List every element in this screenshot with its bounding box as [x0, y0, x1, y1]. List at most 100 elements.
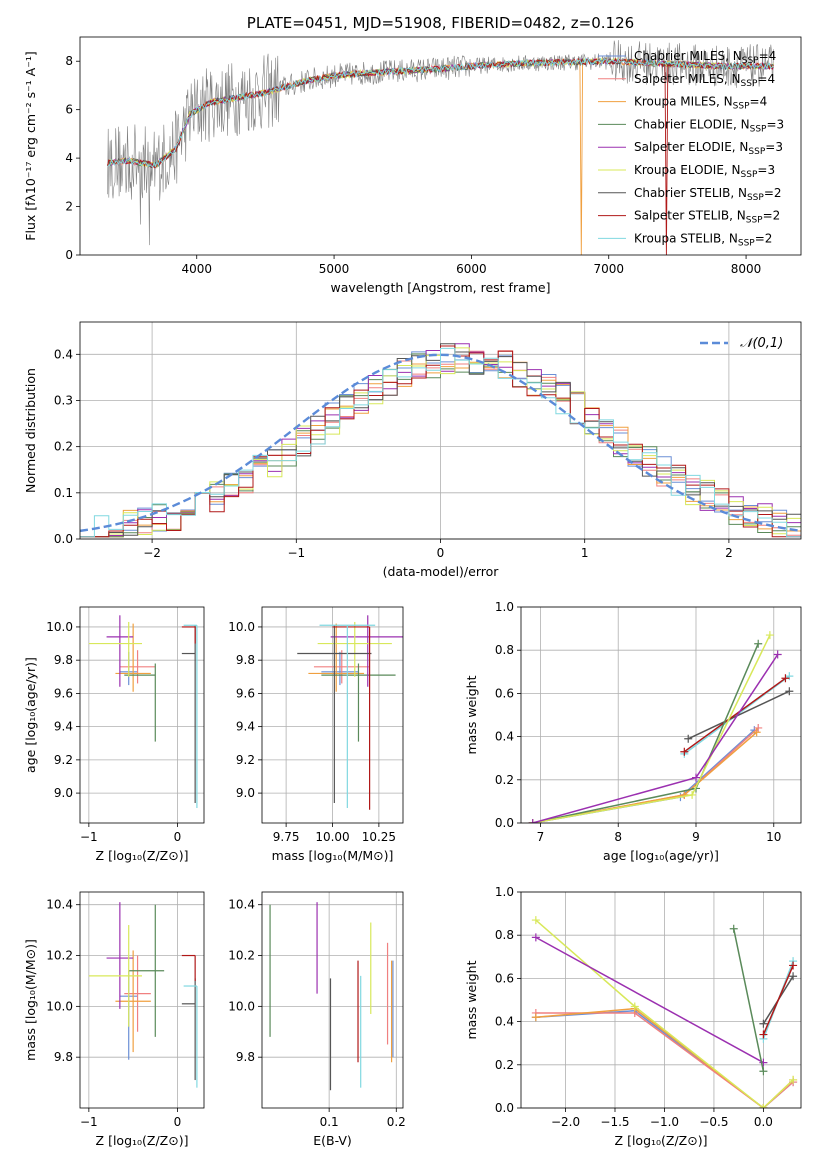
panel-age-vs-Z: −1 0 9.0 9.2 9.4 9.6 9.8 10.0 Z [log₁₀(Z/Z⊙)] age… [23, 606, 205, 863]
weight-marker-chabrier-stelib [789, 972, 798, 981]
panel-mass-vs-ebv: 0.1 0.2 9.8 10.0 10.2 10.4 E(B-V) [228, 891, 406, 1148]
model-spectrum-kroupa-miles [107, 57, 774, 255]
weight-marker-kroupa-miles [680, 790, 689, 799]
legend-entry: 𝒩(0,1) [740, 336, 783, 351]
y-tick-label: 9.6 [236, 686, 255, 700]
x-tick-label: 8 [614, 830, 622, 844]
weight-line-salpeter-stelib [683, 677, 786, 753]
weight-line-chabrier-elodie [732, 928, 765, 1072]
y-tick-label: 0.8 [495, 928, 514, 942]
panel-weight-vs-Z: −2.0 −1.5 −1.0 −0.5 0.0 0.0 0.2 0.4 0.6 0.8 1.0 Z [… [464, 885, 802, 1148]
x-tick-label: −2.0 [551, 1115, 580, 1129]
y-tick-label: 0.2 [495, 773, 514, 787]
y-tick-label: 0.6 [495, 686, 514, 700]
y-tick-label: 10.0 [228, 620, 255, 634]
weight-line-kroupa-miles [532, 731, 758, 823]
weight-marker-salpeter-elodie [531, 933, 540, 942]
y-tick-label: 4 [65, 151, 73, 165]
x-tick-label: 8000 [731, 262, 762, 276]
legend-subscript: SSP [747, 193, 764, 203]
y-tick-label: 0.1 [54, 486, 73, 500]
y-axis-label: mass weight [464, 675, 479, 754]
panel-age-vs-mass: 9.75 10.00 10.25 9.0 9.2 9.4 9.6 9.8 10.0 mass [l… [228, 606, 404, 863]
weight-line-chabrier-miles [532, 729, 755, 823]
model-spectrum-kroupa-stelib [107, 57, 774, 168]
weight-marker-salpeter-stelib [781, 674, 790, 683]
weight-line-salpeter-elodie [535, 936, 764, 1064]
axes-frame [79, 36, 802, 256]
weight-marker-chabrier-elodie [759, 1067, 768, 1076]
weight-marker-kroupa-elodie [759, 1104, 768, 1108]
legend-entry: Chabrier STELIB, NSSP=2 [634, 186, 782, 203]
model-spectrum-salpeter-stelib [107, 57, 774, 255]
legend-text: Chabrier MILES, N [634, 49, 742, 63]
legend-subscript: SSP [741, 170, 758, 180]
weight-marker-kroupa-elodie [765, 631, 774, 640]
legend-subscript: SSP [746, 216, 763, 226]
weight-marker-kroupa-elodie [789, 1075, 798, 1084]
legend-text: =4 [757, 72, 775, 86]
x-tick-label: 10 [766, 830, 781, 844]
legend-text: =2 [764, 186, 782, 200]
x-tick-label: −2 [143, 546, 161, 560]
legend-entry: Kroupa MILES, NSSP=4 [634, 95, 767, 112]
y-tick-label: 0.0 [495, 1101, 514, 1115]
axes-frame [520, 606, 802, 824]
y-axis-label: age [log₁₀(age/yr)] [23, 657, 38, 773]
y-tick-label: 9.6 [54, 686, 73, 700]
x-tick-label: 0.2 [387, 1115, 406, 1129]
y-tick-label: 8 [65, 54, 73, 68]
axes-frame [79, 891, 205, 1109]
legend: 𝒩(0,1) [700, 336, 783, 351]
y-tick-label: 9.4 [236, 720, 255, 734]
axes-frame [520, 891, 802, 1109]
legend-text: Chabrier ELODIE, N [634, 117, 750, 131]
x-axis-label: (data-model)/error [383, 564, 500, 579]
plot-area-age-vs-mass [297, 615, 403, 810]
plot-area-weight-vs-Z [531, 916, 798, 1108]
y-tick-label: 0.4 [54, 347, 73, 361]
axes-frame [261, 891, 404, 1109]
panel-mass-vs-Z: −1 0 9.8 10.0 10.2 10.4 Z [log₁₀(Z/Z⊙)] mass [l… [23, 891, 205, 1148]
weight-marker-kroupa-miles [752, 728, 761, 737]
weight-marker-salpeter-stelib [680, 747, 689, 756]
y-tick-label: 10.2 [46, 949, 73, 963]
legend-text: =3 [765, 140, 783, 154]
axes-frame [261, 606, 404, 824]
legend-subscript: SSP [748, 147, 765, 157]
legend-entry: Chabrier ELODIE, NSSP=3 [634, 117, 784, 134]
x-tick-label: −1.5 [600, 1115, 629, 1129]
y-tick-label: 0.4 [495, 1015, 514, 1029]
x-axis-label: wavelength [Angstrom, rest frame] [330, 280, 550, 295]
legend-entry: Chabrier MILES, NSSP=4 [634, 49, 776, 66]
x-tick-label: 10.00 [315, 830, 349, 844]
panel-spectrum: 4000 5000 6000 7000 8000 0 2 4 6 8 wavelength [Ang… [23, 14, 802, 295]
x-tick-label: 6000 [456, 262, 487, 276]
legend-subscript: SSP [738, 238, 755, 248]
axes-frame [79, 606, 205, 824]
x-axis-label: Z [log₁₀(Z/Z⊙)] [615, 1133, 708, 1148]
y-tick-label: 0.4 [495, 730, 514, 744]
x-tick-label: 7000 [593, 262, 624, 276]
histogram-kroupa-stelib [80, 347, 801, 538]
legend-text: =3 [757, 163, 775, 177]
weight-marker-chabrier-stelib [759, 1019, 768, 1028]
weight-line-kroupa-elodie [535, 919, 794, 1108]
legend-subscript: SSP [750, 124, 767, 134]
legend-entry: Salpeter ELODIE, NSSP=3 [634, 140, 783, 157]
y-tick-label: 9.0 [236, 786, 255, 800]
y-tick-label: 9.4 [54, 720, 73, 734]
legend-entry: Salpeter MILES, NSSP=4 [634, 72, 775, 89]
y-tick-label: 10.2 [228, 949, 255, 963]
weight-marker-salpeter-elodie [528, 819, 537, 823]
legend-text: Salpeter MILES, N [634, 72, 741, 86]
legend-text: Salpeter ELODIE, N [634, 140, 748, 154]
x-axis-label: E(B-V) [313, 1133, 352, 1148]
x-tick-label: 2 [725, 546, 733, 560]
weight-marker-kroupa-elodie [531, 916, 540, 925]
panel-weight-vs-age: 7 8 9 10 0.0 0.2 0.4 0.6 0.8 1.0 age [log₁₀(age/yr… [464, 600, 802, 863]
x-tick-label: −1 [80, 1115, 98, 1129]
x-axis-label: Z [log₁₀(Z/Z⊙)] [96, 848, 189, 863]
y-tick-label: 0.0 [495, 816, 514, 830]
